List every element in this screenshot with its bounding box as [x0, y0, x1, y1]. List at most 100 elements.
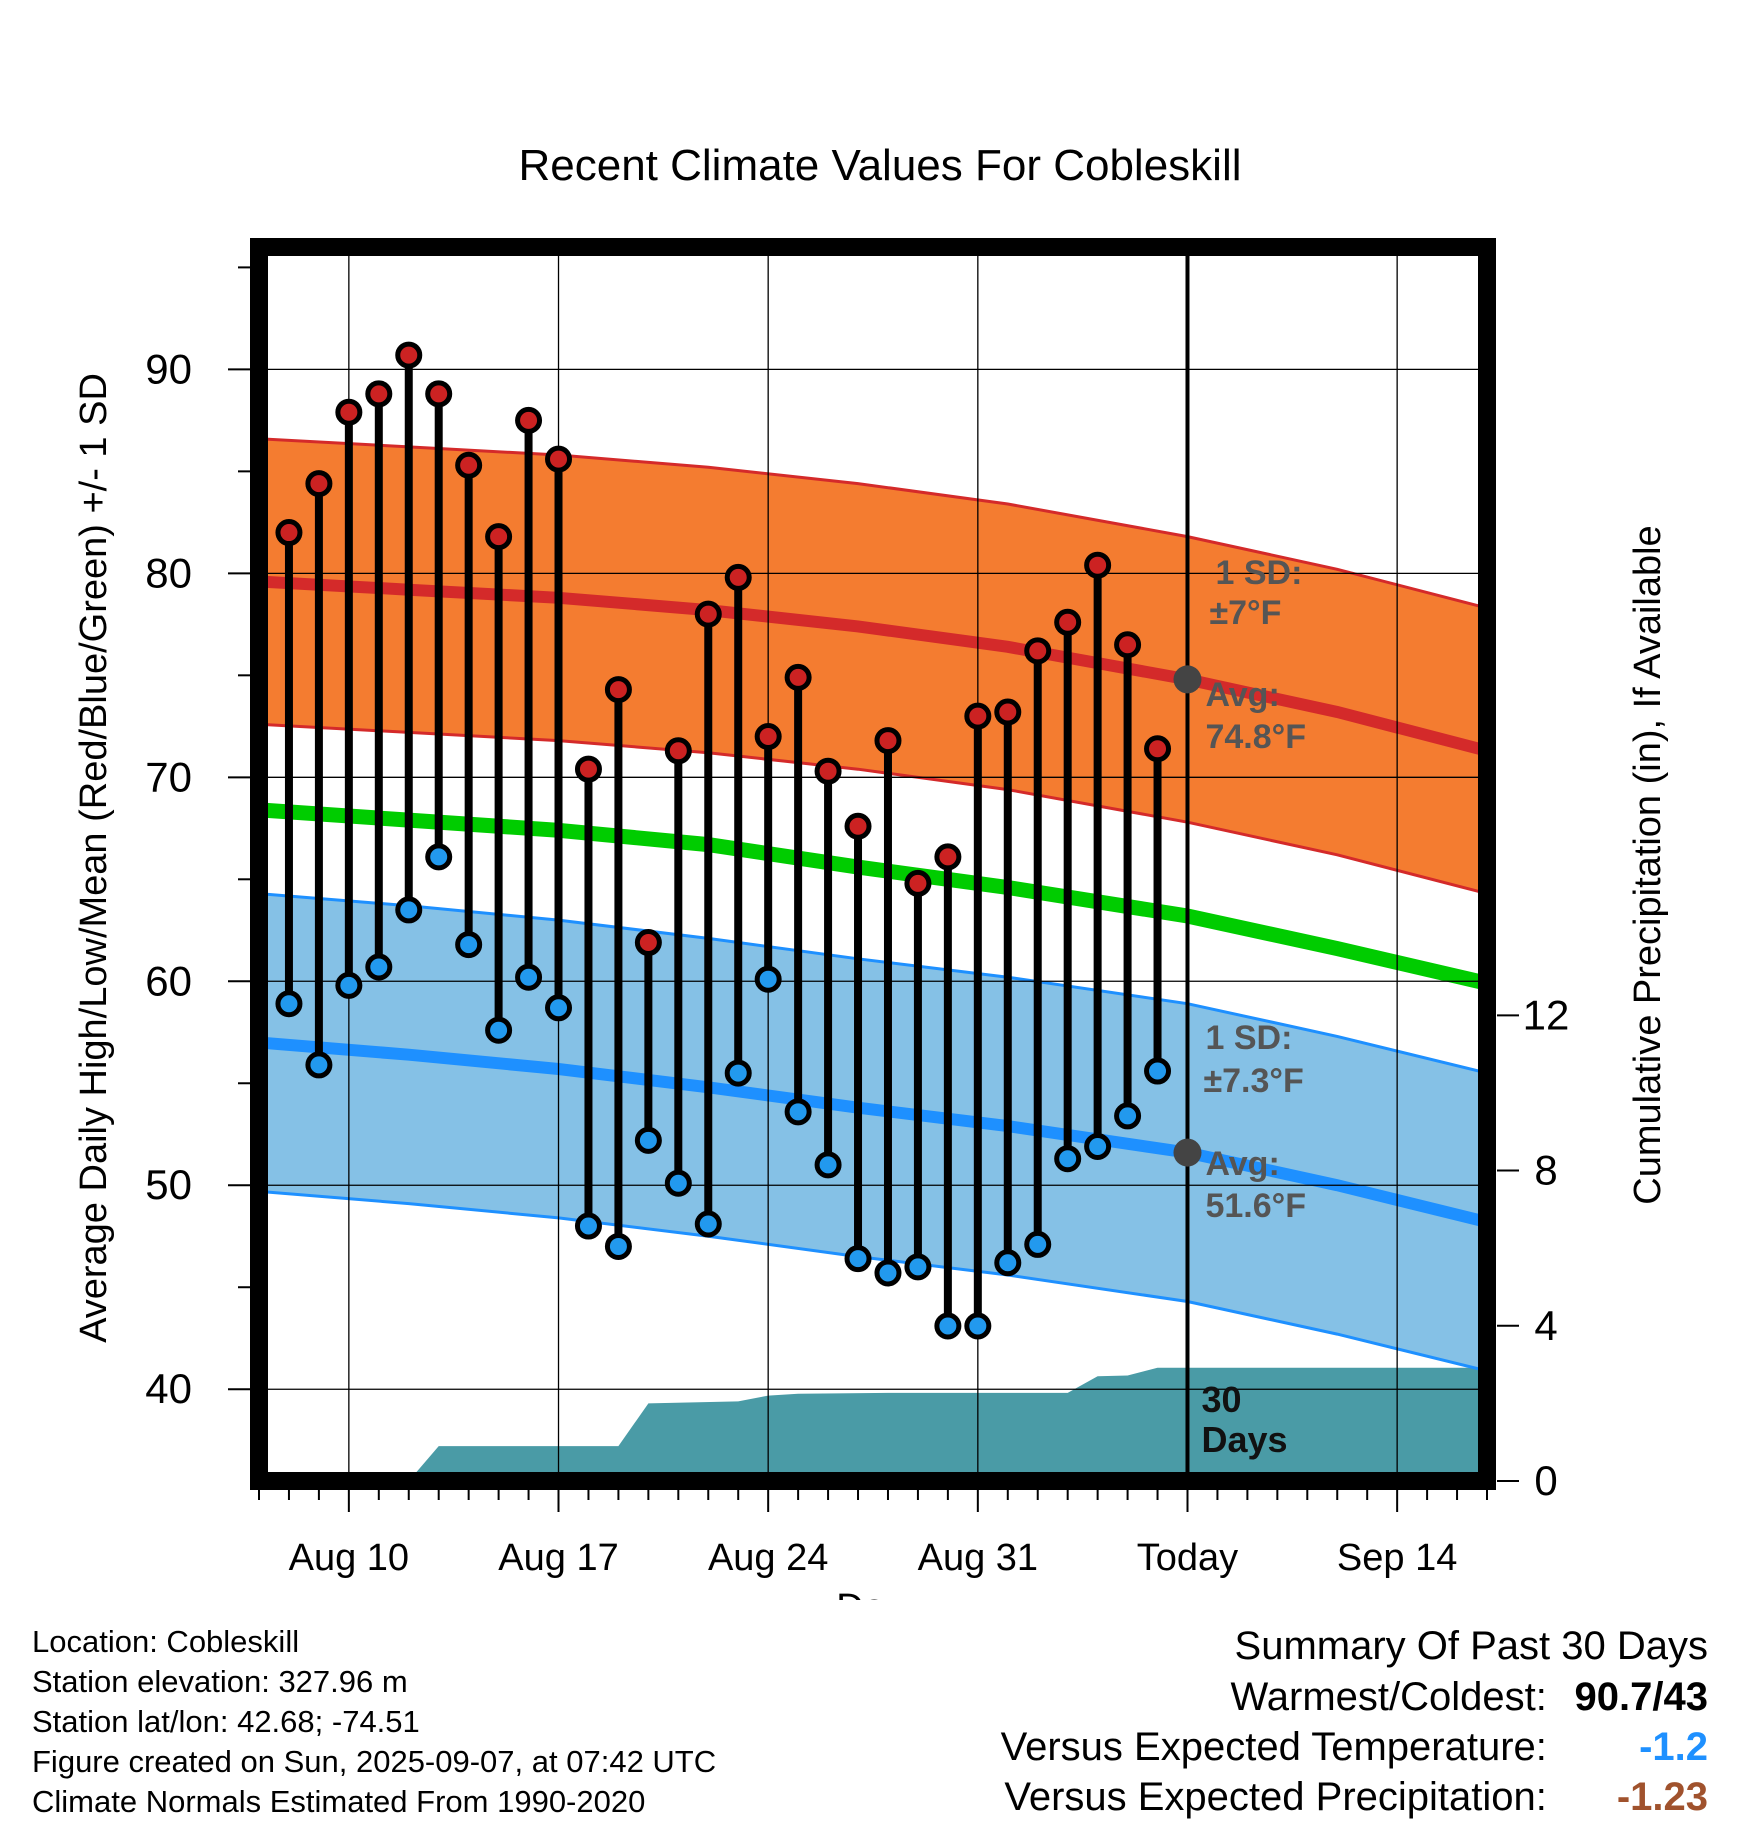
- temp-anomaly-label: Versus Expected Temperature:: [1000, 1725, 1547, 1769]
- daily-high-point: [664, 737, 692, 765]
- precip-area: [259, 1367, 1487, 1481]
- daily-high-point: [485, 523, 513, 551]
- location-text: Location: Cobleskill: [32, 1624, 300, 1659]
- daily-low-point: [425, 843, 453, 871]
- daily-high-point: [365, 380, 393, 408]
- daily-high-point: [1144, 735, 1172, 763]
- high-sd-band: [259, 438, 1487, 894]
- y-right-tick-label: 4: [1534, 1302, 1557, 1349]
- daily-high-point: [934, 843, 962, 871]
- x-tick-label: Sep 14: [1337, 1537, 1457, 1579]
- high-avg-value: 74.8°F: [1205, 718, 1306, 756]
- normal-high-line: [259, 575, 1487, 757]
- warmest-coldest-row: Warmest/Coldest: 90.7/43: [1001, 1672, 1709, 1722]
- daily-high-point: [994, 698, 1022, 726]
- daily-high-point: [754, 723, 782, 751]
- daily-low-point: [515, 963, 543, 991]
- daily-low-point: [994, 1249, 1022, 1277]
- daily-high-point: [305, 470, 333, 498]
- daily-high-point: [874, 727, 902, 755]
- warmest-coldest-label: Warmest/Coldest:: [1230, 1675, 1547, 1719]
- daily-high-point: [515, 406, 543, 434]
- daily-high-point: [604, 676, 632, 704]
- normals-text: Climate Normals Estimated From 1990-2020: [32, 1784, 646, 1819]
- daily-low-point: [365, 953, 393, 981]
- daily-low-point: [844, 1245, 872, 1273]
- high-band-lower-edge: [259, 722, 1487, 896]
- daily-high-point: [335, 398, 363, 426]
- climate-chart: Recent Climate Values For Cobleskill 1 S…: [73, 141, 1669, 1600]
- high-sd-label: 1 SD:: [1215, 554, 1302, 592]
- plot-content: [259, 437, 1487, 1481]
- daily-low-point: [814, 1151, 842, 1179]
- high-sd-value: ±7°F: [1209, 594, 1281, 632]
- daily-low-point: [305, 1051, 333, 1079]
- period-label-unit: Days: [1201, 1419, 1287, 1460]
- low-avg-value: 51.6°F: [1205, 1187, 1306, 1225]
- daily-high-point: [1114, 631, 1142, 659]
- daily-high-point: [964, 702, 992, 730]
- y-right-tick-label: 12: [1523, 991, 1570, 1038]
- summary-title: Summary Of Past 30 Days: [1234, 1624, 1708, 1668]
- summary-panel: Summary Of Past 30 Days Warmest/Coldest:…: [1001, 1620, 1708, 1822]
- daily-low-point: [964, 1312, 992, 1340]
- daily-low-point: [604, 1232, 632, 1260]
- daily-low-point: [574, 1212, 602, 1240]
- daily-low-point: [545, 994, 573, 1022]
- daily-high-point: [545, 445, 573, 473]
- x-tick-label: Aug 31: [918, 1537, 1038, 1579]
- daily-low-point: [664, 1169, 692, 1197]
- daily-high-point: [814, 757, 842, 785]
- daily-low-point: [1114, 1102, 1142, 1130]
- daily-high-point: [784, 663, 812, 691]
- low-sd-value: ±7.3°F: [1203, 1062, 1303, 1100]
- warmest-coldest-value: 90.7/43: [1574, 1675, 1708, 1719]
- precip-anomaly-row: Versus Expected Precipitation: -1.23: [1001, 1772, 1708, 1822]
- x-axis-label: Day: [836, 1587, 904, 1600]
- daily-low-point: [1054, 1145, 1082, 1173]
- today-low-avg-marker: [1173, 1138, 1202, 1167]
- daily-high-point: [574, 755, 602, 783]
- high-band-upper-edge: [259, 437, 1487, 610]
- daily-low-point: [784, 1098, 812, 1126]
- chart-title: Recent Climate Values For Cobleskill: [518, 141, 1241, 190]
- daily-low-point: [754, 965, 782, 993]
- daily-low-point: [694, 1210, 722, 1238]
- x-tick-label: Today: [1137, 1537, 1238, 1579]
- daily-low-point: [455, 931, 483, 959]
- daily-high-point: [724, 563, 752, 591]
- precip-anomaly-value: -1.23: [1616, 1775, 1708, 1819]
- daily-low-point: [874, 1259, 902, 1287]
- daily-low-point: [634, 1126, 662, 1154]
- low-sd-label: 1 SD:: [1205, 1019, 1292, 1057]
- daily-low-point: [1084, 1132, 1112, 1160]
- y-left-tick-label: 40: [145, 1365, 192, 1412]
- daily-high-point: [844, 812, 872, 840]
- daily-high-point: [395, 341, 423, 369]
- daily-low-point: [1144, 1057, 1172, 1085]
- daily-high-point: [275, 519, 303, 547]
- x-tick-label: Aug 17: [498, 1537, 618, 1579]
- daily-low-point: [934, 1312, 962, 1340]
- y-axis-left-label: Average Daily High/Low/Mean (Red/Blue/Gr…: [73, 373, 115, 1343]
- y-right-tick-label: 8: [1534, 1147, 1557, 1194]
- y-left-tick-label: 90: [145, 345, 192, 392]
- plot-frame: [250, 238, 1496, 1490]
- period-label-number: 30: [1201, 1379, 1241, 1420]
- x-tick-label: Aug 10: [289, 1537, 409, 1579]
- y-right-tick-label: 0: [1534, 1457, 1557, 1504]
- daily-low-point: [335, 971, 363, 999]
- daily-high-point: [1024, 637, 1052, 665]
- y-axis-right-label: Cumulative Precipitation (in), If Availa…: [1627, 525, 1669, 1204]
- y-left-tick-label: 80: [145, 549, 192, 596]
- precip-anomaly-label: Versus Expected Precipitation:: [1004, 1775, 1547, 1819]
- low-sd-band: [259, 893, 1487, 1371]
- high-avg-label: Avg:: [1205, 676, 1279, 714]
- latlon-text: Station lat/lon: 42.68; -74.51: [32, 1704, 420, 1739]
- daily-low-point: [904, 1253, 932, 1281]
- daily-low-point: [485, 1016, 513, 1044]
- created-text: Figure created on Sun, 2025-09-07, at 07…: [32, 1744, 717, 1779]
- x-tick-label: Aug 24: [708, 1537, 828, 1579]
- daily-low-point: [395, 896, 423, 924]
